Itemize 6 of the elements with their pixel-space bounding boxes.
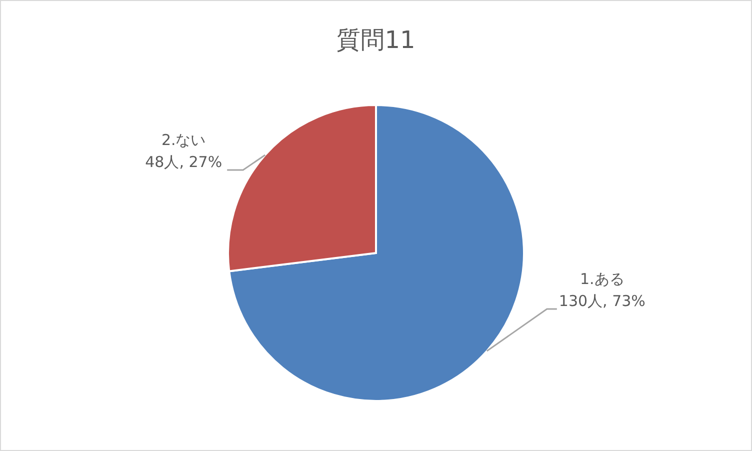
data-label: 130人, 73% — [558, 292, 646, 310]
slice-label: 2.ない — [161, 131, 206, 150]
data-label: 48人, 27% — [145, 153, 222, 172]
pie-slice — [228, 104, 525, 402]
chart-title: 質問11 — [336, 26, 416, 54]
slice-label: 1.ある — [580, 270, 624, 288]
